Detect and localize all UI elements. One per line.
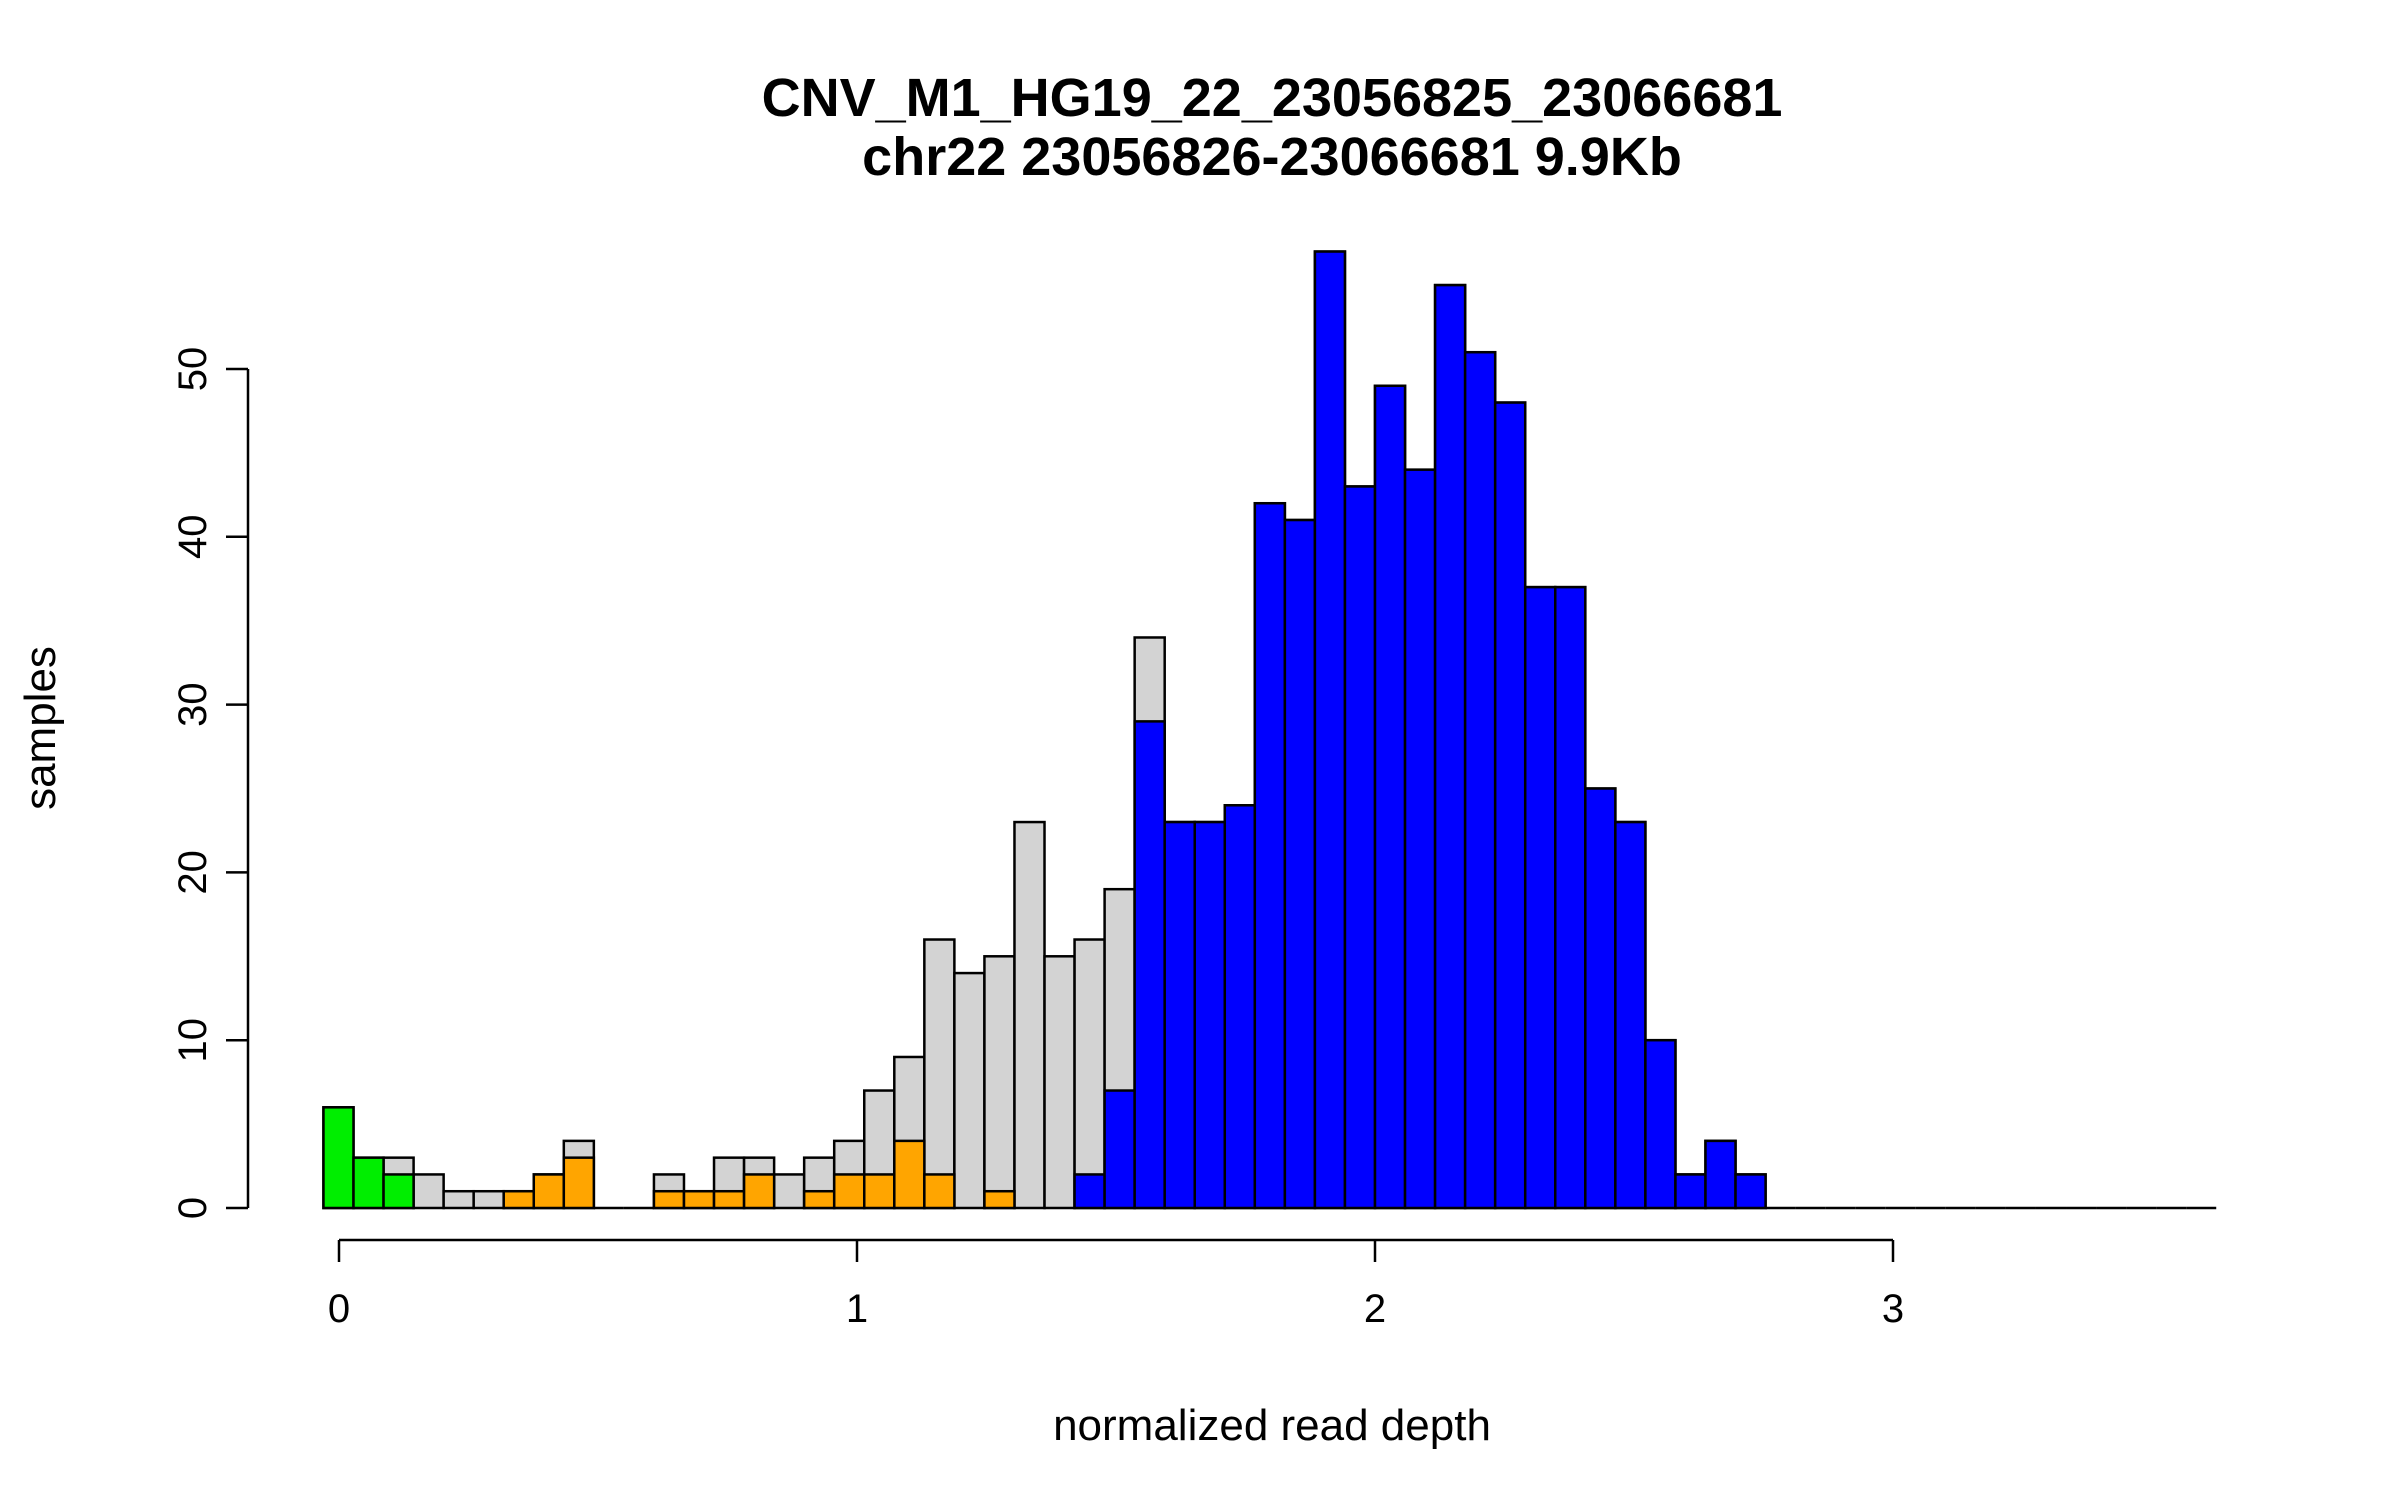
bar-blue-45 [1674, 1173, 1707, 1210]
bar-blue-27 [1133, 720, 1166, 1210]
bar-total-15 [772, 1173, 806, 1210]
y-axis: 0 10 20 30 40 50 [171, 347, 250, 1219]
bars-group [322, 250, 2217, 1210]
x-tick-label-1: 1 [846, 1287, 868, 1331]
bar-blue-47 [1734, 1173, 1767, 1210]
bar-total-23 [1013, 820, 1046, 1210]
bar-blue-29 [1193, 820, 1227, 1210]
bar-blue-34 [1343, 485, 1377, 1210]
bar-blue-33 [1313, 250, 1347, 1210]
bar-blue-38 [1463, 350, 1497, 1210]
bar-total-20 [923, 938, 956, 1210]
bar-orange-12 [682, 1189, 716, 1210]
bar-orange-8 [562, 1156, 596, 1210]
bar-orange-6 [502, 1189, 536, 1210]
x-axis: 0 1 2 3 [328, 1238, 1904, 1331]
bar-orange-13 [712, 1189, 746, 1210]
bar-orange-18 [863, 1173, 896, 1210]
bar-orange-14 [742, 1173, 776, 1210]
x-tick-label-2: 2 [1364, 1287, 1386, 1331]
bar-blue-28 [1163, 820, 1196, 1210]
bar-total-5 [472, 1189, 505, 1210]
bar-blue-44 [1644, 1038, 1677, 1210]
y-tick-label-2: 20 [171, 850, 215, 895]
bar-green-2 [382, 1173, 415, 1210]
bar-blue-41 [1554, 585, 1587, 1210]
bar-total-21 [953, 971, 986, 1210]
y-tick-label-4: 40 [171, 515, 215, 560]
bar-blue-31 [1253, 501, 1287, 1210]
x-tick-label-0: 0 [328, 1287, 350, 1331]
bar-blue-39 [1493, 401, 1527, 1210]
bar-orange-17 [832, 1173, 866, 1210]
y-axis-label: samples [16, 646, 65, 810]
bar-green-1 [352, 1156, 385, 1210]
bar-blue-26 [1103, 1089, 1136, 1210]
bar-blue-46 [1704, 1139, 1737, 1210]
bar-orange-7 [532, 1173, 566, 1210]
y-tick-label-5: 50 [171, 347, 215, 392]
bar-blue-30 [1223, 804, 1257, 1210]
bar-blue-42 [1584, 787, 1617, 1210]
chart-subtitle: chr22 23056826-23066681 9.9Kb [862, 127, 1682, 187]
bar-total-24 [1043, 955, 1076, 1210]
bar-blue-37 [1433, 283, 1467, 1210]
bar-blue-32 [1283, 518, 1317, 1210]
bar-orange-16 [802, 1189, 836, 1210]
bar-blue-25 [1073, 1173, 1106, 1210]
bar-orange-20 [923, 1173, 956, 1210]
chart-title: CNV_M1_HG19_22_23056825_23066681 [762, 68, 1783, 128]
bar-orange-11 [652, 1189, 686, 1210]
bar-green-0 [322, 1106, 355, 1210]
bar-total-25 [1073, 938, 1106, 1210]
x-tick-label-3: 3 [1882, 1287, 1904, 1331]
bar-blue-43 [1614, 820, 1647, 1210]
bar-blue-40 [1523, 585, 1557, 1210]
y-tick-label-3: 30 [171, 682, 215, 727]
y-tick-label-1: 10 [171, 1018, 215, 1063]
bar-blue-36 [1403, 468, 1437, 1210]
bar-blue-35 [1373, 384, 1407, 1210]
x-axis-label: normalized read depth [1053, 1401, 1491, 1450]
bar-total-4 [442, 1189, 475, 1210]
bar-orange-22 [983, 1189, 1016, 1210]
bar-total-3 [412, 1173, 445, 1210]
y-tick-label-0: 0 [171, 1197, 215, 1219]
bar-orange-19 [893, 1139, 926, 1210]
bar-total-22 [983, 955, 1016, 1210]
